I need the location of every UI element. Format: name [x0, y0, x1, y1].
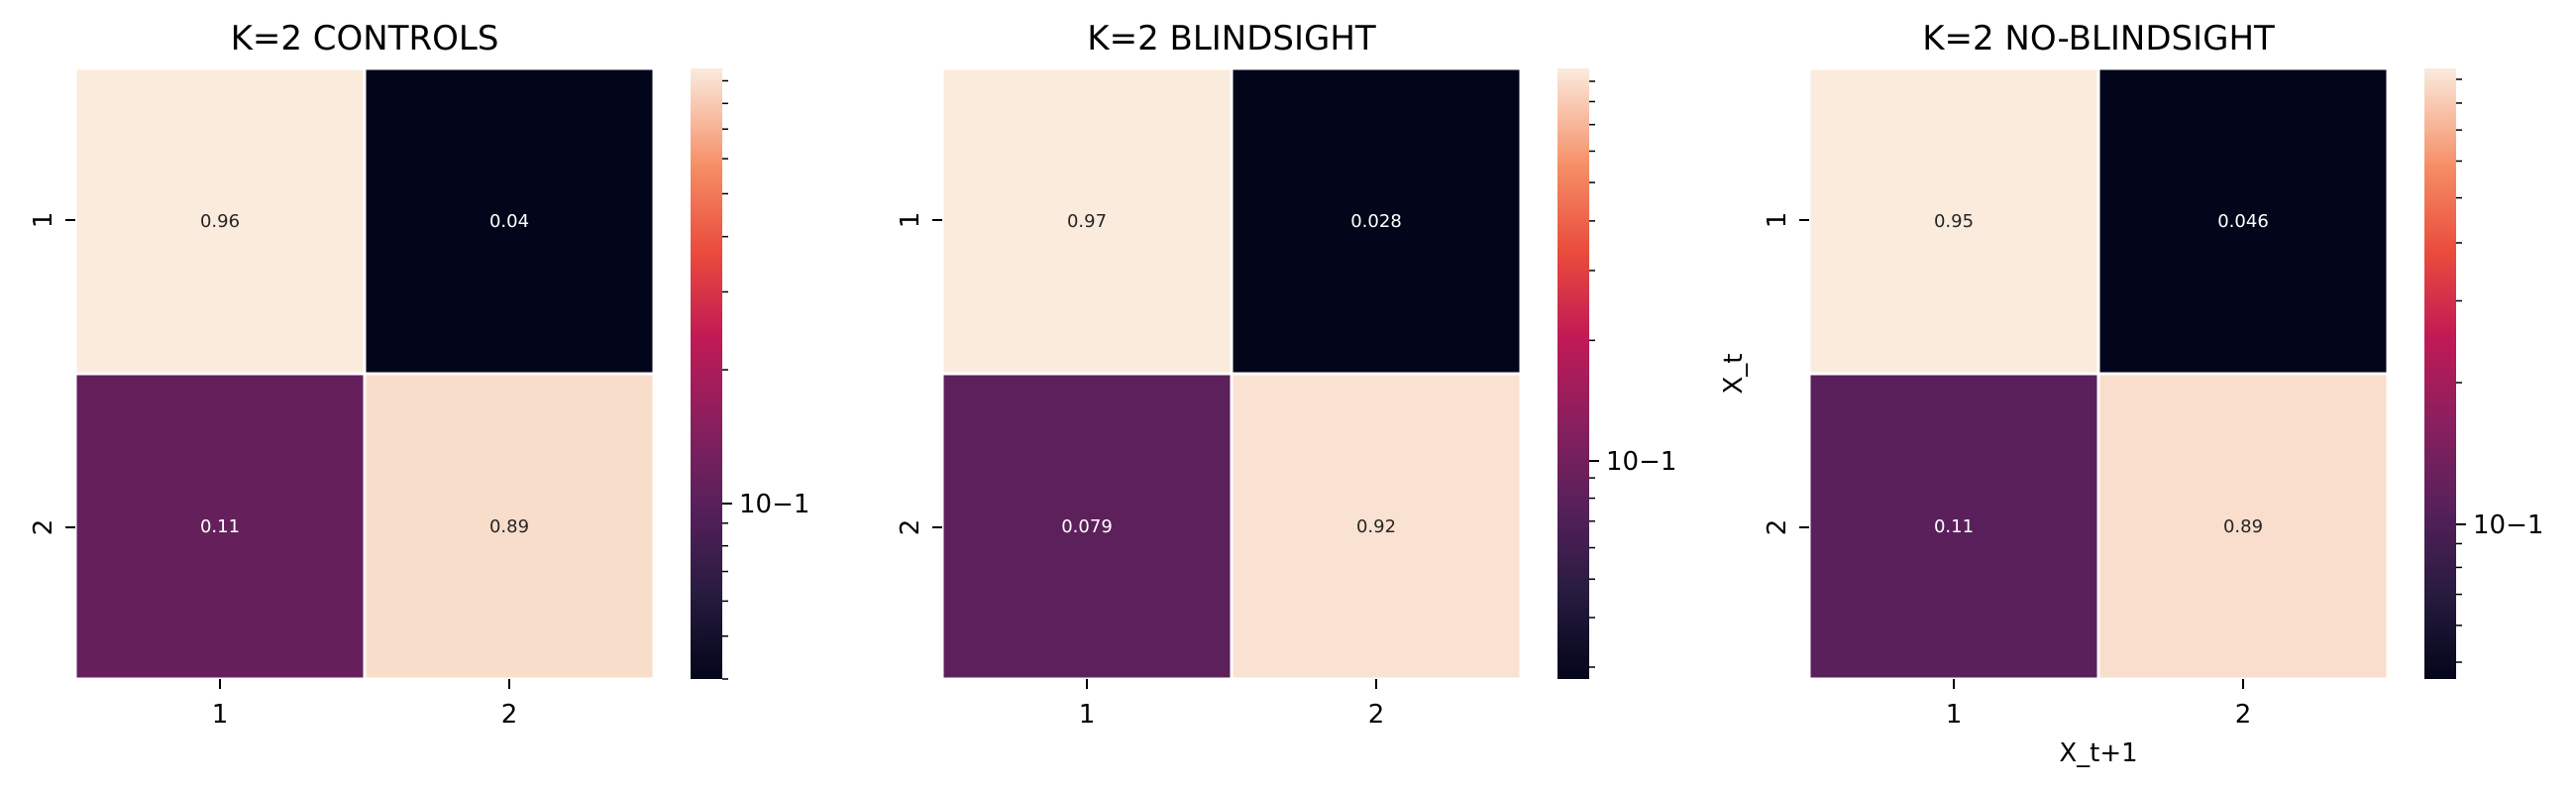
y-tick-1: 1 [29, 212, 75, 229]
x-tick-2: 2 [1368, 679, 1385, 730]
cell-value-label: 0.11 [1934, 516, 1974, 537]
y-tick-1: 1 [1763, 212, 1809, 229]
x-tick-label: 2 [2235, 700, 2252, 730]
y-tick-label: 2 [29, 519, 58, 536]
heatmap-cells: 0.96 0.04 0.11 0.89 [73, 66, 656, 681]
heatmap-cell [363, 372, 656, 681]
heatmap-cell [73, 372, 367, 681]
cell-value-label: 0.96 [200, 211, 240, 232]
y-tick-label: 1 [1763, 212, 1792, 229]
heatmap-cell [1807, 372, 2100, 681]
cell-value-label: 0.89 [489, 516, 529, 537]
heatmap-panel-controls: K=2 CONTROLS 0.96 0.04 0.11 0.89 1 2 1 2 10… [29, 19, 809, 730]
heatmap-cell [2096, 66, 2390, 376]
heatmap-cell [940, 372, 1234, 681]
heatmap-cells: 0.95 0.046 0.11 0.89 [1807, 66, 2390, 681]
x-tick-label: 2 [501, 700, 518, 730]
x-tick-label: 1 [212, 700, 229, 730]
x-tick-label: 1 [1079, 700, 1096, 730]
x-axis-label: X_t+1 [2059, 738, 2137, 768]
colorbar-tick-label: 10−1 [1606, 447, 1676, 477]
cell-value-label: 0.028 [1350, 211, 1402, 232]
cell-value-label: 0.046 [2217, 211, 2269, 232]
x-tick-1: 1 [1946, 679, 1963, 730]
heatmap-cell [73, 66, 367, 376]
y-tick-1: 1 [896, 212, 942, 229]
panel-title: K=2 NO-BLINDSIGHT [1922, 19, 2275, 58]
colorbar-gradient [2424, 68, 2456, 679]
panel-title: K=2 CONTROLS [231, 19, 499, 58]
y-tick-label: 1 [29, 212, 58, 229]
y-tick-label: 2 [1763, 519, 1792, 536]
x-tick-label: 2 [1368, 700, 1385, 730]
colorbar-minor-ticks [722, 79, 728, 680]
colorbar-minor-ticks [2456, 78, 2462, 663]
cell-value-label: 0.079 [1061, 516, 1113, 537]
heatmap-cell [1230, 372, 1523, 681]
colorbar: 10−1 [691, 68, 809, 680]
cell-value-label: 0.89 [2223, 516, 2263, 537]
y-tick-label: 1 [896, 212, 925, 229]
x-tick-2: 2 [2235, 679, 2252, 730]
cell-value-label: 0.04 [489, 211, 529, 232]
cell-value-label: 0.95 [1934, 211, 1974, 232]
heatmap-cell [940, 66, 1234, 376]
heatmap-cell [2096, 372, 2390, 681]
x-tick-2: 2 [501, 679, 518, 730]
colorbar: 10−1 [1557, 68, 1676, 679]
colorbar: 10−1 [2424, 68, 2543, 679]
heatmap-cell [363, 66, 656, 376]
y-axis-label: X_t [1719, 353, 1749, 394]
panel-title: K=2 BLINDSIGHT [1087, 19, 1376, 58]
cell-value-label: 0.92 [1356, 516, 1396, 537]
heatmap-cells: 0.97 0.028 0.079 0.92 [940, 66, 1523, 681]
y-tick-2: 2 [896, 519, 942, 536]
y-tick-2: 2 [1763, 519, 1809, 536]
colorbar-tick-label: 10−1 [739, 490, 809, 519]
cell-value-label: 0.97 [1067, 211, 1107, 232]
x-tick-label: 1 [1946, 700, 1963, 730]
y-tick-label: 2 [896, 519, 925, 536]
x-tick-1: 1 [1079, 679, 1096, 730]
colorbar-gradient [1557, 68, 1589, 679]
colorbar-tick-label: 10−1 [2473, 510, 2543, 540]
cell-value-label: 0.11 [200, 516, 240, 537]
x-tick-1: 1 [212, 679, 229, 730]
colorbar-minor-ticks [1589, 80, 1595, 668]
colorbar-gradient [691, 68, 722, 679]
y-tick-2: 2 [29, 519, 75, 536]
